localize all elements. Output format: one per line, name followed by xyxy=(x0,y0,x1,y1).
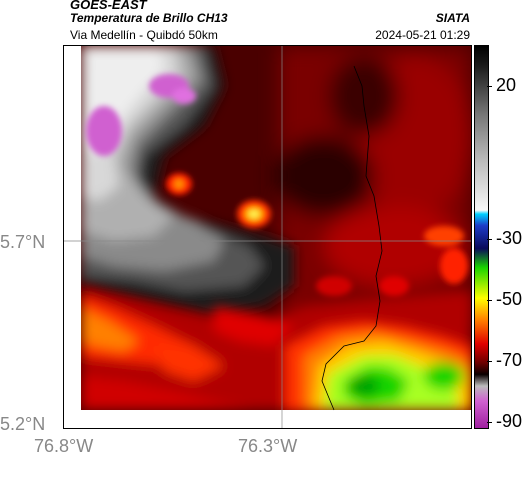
colorbar-tick xyxy=(487,361,492,362)
lat-label-5-2: 5.2°N xyxy=(0,414,46,434)
colorbar-label-minus-70: -70 xyxy=(496,349,523,370)
lon-label-76-8: 76.8°W xyxy=(34,436,94,456)
colorbar-label-20: 20 xyxy=(496,74,517,95)
lat-label-5-7: 5.7°N xyxy=(0,232,46,252)
colorbar-tick xyxy=(487,86,492,87)
colorbar-label-minus-90: -90 xyxy=(496,410,523,431)
cloud-field xyxy=(64,46,471,428)
brightness-temperature-map xyxy=(63,45,472,429)
temperature-colorbar xyxy=(474,45,489,429)
organization-name: SIATA xyxy=(435,11,470,25)
colorbar-tick xyxy=(487,422,492,423)
satellite-name: GOES-EAST xyxy=(70,0,147,12)
boundary-line xyxy=(321,65,383,411)
route-subtitle: Via Medellín - Quibdó 50km xyxy=(70,28,218,42)
product-title: Temperatura de Brillo CH13 xyxy=(70,11,228,25)
colorbar-label-minus-30: -30 xyxy=(496,227,523,248)
colorbar-label-minus-50: -50 xyxy=(496,288,523,309)
colorbar-tick xyxy=(487,300,492,301)
timestamp: 2024-05-21 01:29 xyxy=(375,28,470,42)
colorbar-tick xyxy=(487,239,492,240)
lon-label-76-3: 76.3°W xyxy=(238,436,298,456)
